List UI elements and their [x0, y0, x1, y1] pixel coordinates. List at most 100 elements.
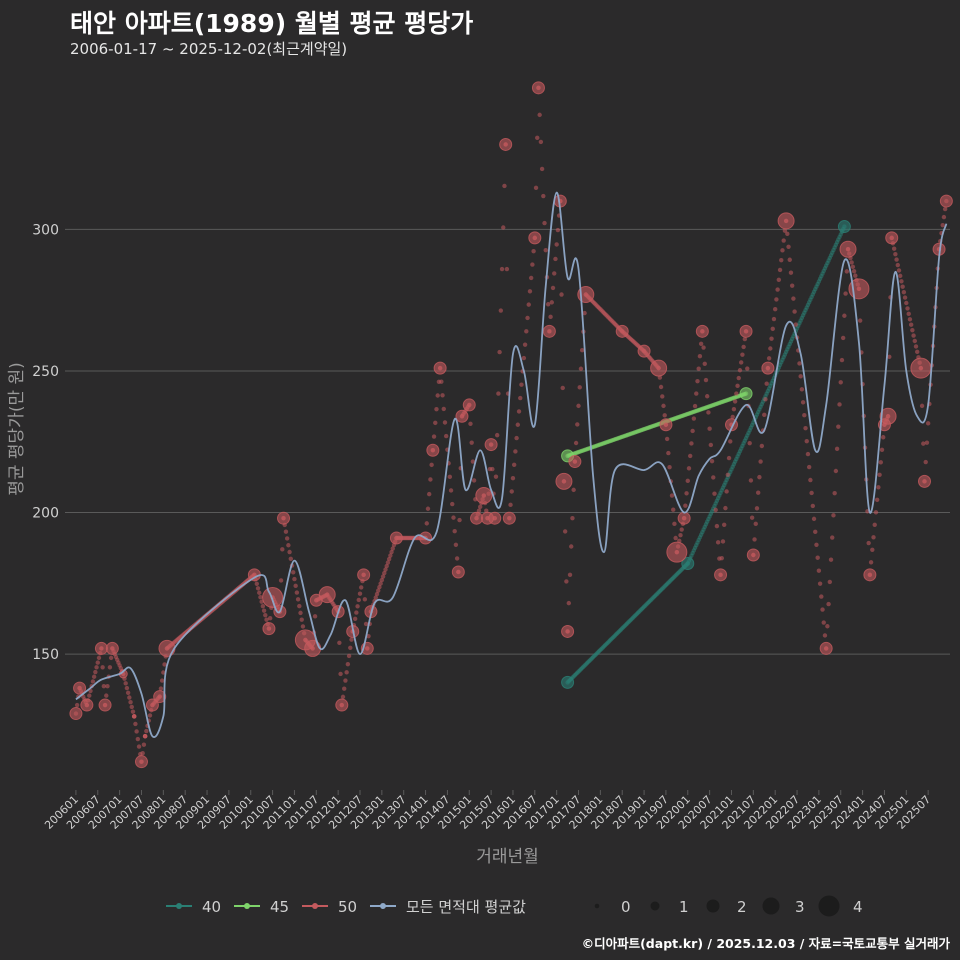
series-50-point — [389, 531, 403, 545]
series-50-trail-dot — [359, 585, 364, 590]
series-50-trail-dot — [549, 300, 555, 305]
series-50-trail-dot — [312, 614, 318, 619]
legend-swatch-dot — [244, 903, 250, 909]
series-50-trail-dot — [510, 475, 516, 481]
series-50-trail-dot — [386, 556, 392, 562]
series-50-trail-dot — [100, 665, 105, 670]
series-50-trail-dot — [683, 503, 688, 508]
average-line — [75, 191, 948, 738]
series-50-trail-dot — [578, 366, 584, 371]
series-50-trail-dot — [567, 572, 573, 578]
series-50-trail-dot — [723, 505, 728, 511]
series-50-point — [462, 398, 476, 412]
series-50-trail-dot — [895, 262, 900, 268]
series-50-point — [555, 472, 573, 490]
series-50-trail-dot — [874, 497, 880, 502]
series-45-point — [739, 387, 753, 401]
series-50-trail-dot — [728, 439, 733, 444]
series-50-trail-dot — [379, 577, 385, 583]
series-50-point — [484, 438, 498, 452]
series-40-point — [681, 556, 695, 570]
legend-size-label: 1 — [679, 898, 689, 916]
series-50-trail-dot — [721, 522, 727, 527]
series-50-trail-dot — [694, 391, 699, 396]
series-50-trail-dot — [278, 578, 284, 583]
series-50-trail-dot — [877, 472, 882, 477]
series-50-trail-dot — [786, 244, 791, 250]
series-50-trail-dot — [514, 435, 519, 441]
series-50-trail-dot — [706, 410, 711, 415]
series-40-point — [837, 220, 851, 234]
legend-label: 45 — [270, 898, 289, 916]
series-50-trail-dot — [162, 662, 167, 667]
series-50-point — [73, 681, 87, 695]
series-50-trail-dot — [896, 268, 902, 273]
legend-label: 40 — [202, 898, 221, 916]
series-50-trail-dot — [667, 465, 672, 470]
series-50-trail-dot — [881, 435, 886, 440]
series-50-trail-dot — [921, 441, 926, 446]
series-50-trail-dot — [263, 612, 268, 618]
series-50-trail-dot — [509, 489, 514, 494]
series-50-trail-dot — [853, 273, 858, 278]
series-50-point — [262, 586, 284, 608]
series-50-trail-dot — [900, 284, 905, 289]
series-50-trail-dot — [513, 449, 518, 454]
series-50-point — [153, 690, 167, 704]
series-50-trail-dot — [349, 637, 354, 642]
series-40-point — [561, 675, 575, 689]
series-50-trail-dot — [666, 450, 671, 456]
series-50-point — [528, 231, 542, 245]
series-50-trail-dot — [448, 488, 454, 493]
series-50-trail-dot — [804, 438, 809, 444]
series-50-trail-dot — [390, 546, 395, 551]
series-50-trail-dot — [141, 742, 147, 747]
series-50-trail-dot — [879, 447, 885, 452]
series-50-trail-dot — [788, 270, 794, 275]
series-50-trail-dot — [527, 289, 533, 294]
series-50-trail-dot — [769, 336, 774, 341]
series-50-trail-dot — [833, 468, 839, 474]
series-50-trail-dot — [814, 542, 819, 547]
series-50-point — [134, 755, 148, 769]
series-50-trail-dot — [342, 686, 347, 691]
series-50-trail-dot — [759, 443, 765, 449]
series-50-trail-dot — [842, 313, 847, 318]
series-50-trail-dot — [940, 222, 945, 228]
series-50-trail-dot — [764, 381, 769, 386]
series-50-trail-dot — [901, 289, 907, 295]
series-50-trail-dot — [755, 490, 761, 495]
series-50-trail-dot — [661, 403, 666, 409]
series-50-trail-dot — [537, 112, 542, 118]
series-50-trail-dot — [498, 308, 504, 313]
series-50-trail-dot — [809, 490, 814, 496]
series-50-trail-dot — [355, 604, 360, 609]
series-50-trail-dot — [911, 333, 916, 338]
series-50-trail-dot — [521, 355, 527, 361]
series-50-trail-dot — [522, 342, 528, 347]
series-50-trail-dot — [477, 504, 483, 510]
series-50-trail-dot — [711, 475, 716, 480]
series-50-trail-dot — [827, 579, 833, 585]
series-50-point — [568, 455, 582, 469]
series-50-point — [98, 698, 112, 712]
series-50-trail-dot — [669, 493, 675, 498]
series-50-trail-dot — [575, 422, 580, 427]
series-50-trail-dot — [724, 489, 729, 494]
series-50-trail-dot — [692, 403, 698, 409]
series-50-trail-dot — [942, 206, 948, 212]
series-50-trail-dot — [378, 581, 383, 586]
series-50-trail-dot — [772, 307, 778, 312]
legend-size-item: 4 — [818, 895, 863, 917]
series-50-point — [131, 714, 137, 719]
series-50-trail-dot — [803, 425, 808, 431]
series-50-trail-dot — [941, 214, 947, 220]
series-50-trail-dot — [777, 267, 783, 273]
series-50-trail-dot — [428, 477, 433, 482]
series-50-trail-dot — [768, 346, 773, 351]
series-50-trail-dot — [128, 700, 133, 705]
series-50-trail-dot — [504, 266, 510, 272]
series-50-trail-dot — [851, 269, 857, 274]
series-50-trail-dot — [298, 610, 303, 616]
legend-swatch-dot — [380, 903, 386, 909]
